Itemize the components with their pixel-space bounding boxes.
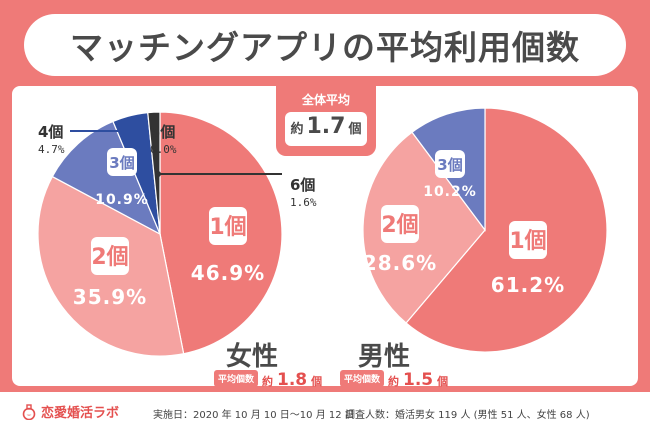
female-slice-3 — [51, 120, 162, 236]
female-slice-6 — [147, 111, 161, 235]
overall-average-unit: 個 — [348, 122, 362, 137]
male-slice-value-2: 28.6% — [363, 251, 437, 275]
female-label: 女性 — [226, 342, 279, 372]
callout-6-dot — [155, 171, 161, 177]
female-slice-label-3: 3個 — [109, 154, 134, 172]
male-slice-label-3: 3個 — [437, 156, 462, 174]
male-slice-value-3: 10.2% — [423, 184, 477, 200]
survey-size: 調査人数：婚活男女 119 人 (男性 51 人、女性 68 人) — [345, 410, 590, 421]
callout-4-label: 4個 — [38, 123, 63, 141]
overall-average-box: 全体平均 約 1.7 個 — [276, 84, 376, 156]
female-slice-value-3: 10.9% — [95, 192, 149, 208]
male-slice-2 — [362, 131, 486, 324]
female-slice-value-2: 35.9% — [73, 285, 147, 309]
overall-average-prefix: 約 — [290, 122, 304, 137]
female-label-box-3 — [107, 148, 137, 176]
female-slice-value-1: 46.9% — [191, 261, 265, 285]
male-average: 平均個数 約 1.5 個 — [340, 370, 448, 390]
survey-date: 実施日：2020 年 10 月 10 日〜10 月 12 日 — [153, 410, 355, 421]
logo-text: 恋愛婚活ラボ — [41, 406, 120, 421]
female-average-value: 1.8 — [277, 370, 308, 390]
male-average-prefix: 約 — [388, 375, 400, 388]
female-slice-label-2: 2個 — [91, 245, 128, 270]
pie-male: 1個 61.2% 2個 28.6% 3個 10.2% — [362, 107, 608, 353]
background-footer — [0, 392, 650, 434]
callout-5-label: 5個 — [150, 123, 175, 141]
callout-5-value: 0.0% — [150, 143, 177, 156]
male-average-badge: 平均個数 — [340, 370, 385, 387]
female-label-box-2 — [91, 237, 129, 275]
callout-6-label: 6個 — [290, 176, 315, 194]
pie-female: 1個 46.9% 2個 35.9% 3個 10.9% — [37, 111, 283, 357]
male-average-unit: 個 — [437, 375, 449, 388]
female-average-badge: 平均個数 — [214, 370, 259, 387]
female-average-unit: 個 — [311, 375, 323, 388]
callout-6-value: 1.6% — [290, 196, 317, 209]
male-slice-1 — [405, 107, 608, 353]
overall-average-label: 全体平均 — [301, 93, 350, 107]
page-title: マッチングアプリの平均利用個数 — [24, 14, 626, 76]
male-label-box-3 — [435, 150, 465, 178]
male-slice-value-1: 61.2% — [491, 273, 565, 297]
callouts: 4個 4.7% 5個 0.0% 6個 1.6% — [38, 123, 317, 209]
male-label-box-1 — [509, 221, 547, 259]
male-slice-label-1: 1個 — [509, 229, 546, 254]
overall-average-value-box: 約 1.7 個 — [285, 112, 367, 146]
female-label-box-1 — [209, 207, 247, 245]
male-slice-label-2: 2個 — [381, 213, 418, 238]
callout-4-dot — [125, 128, 131, 134]
male-label: 男性 — [358, 342, 411, 372]
overall-average-value: 1.7 — [306, 114, 346, 139]
callout-4-value: 4.7% — [38, 143, 65, 156]
logo-flask-icon — [22, 403, 36, 420]
title-text: マッチングアプリの平均利用個数 — [70, 28, 580, 67]
female-average: 平均個数 約 1.8 個 — [214, 370, 322, 390]
footer-logo: 恋愛婚活ラボ — [22, 402, 119, 421]
male-label-box-2 — [381, 205, 419, 243]
female-average-prefix: 約 — [262, 375, 274, 388]
female-slice-label-1: 1個 — [209, 215, 246, 240]
male-average-value: 1.5 — [403, 370, 434, 390]
